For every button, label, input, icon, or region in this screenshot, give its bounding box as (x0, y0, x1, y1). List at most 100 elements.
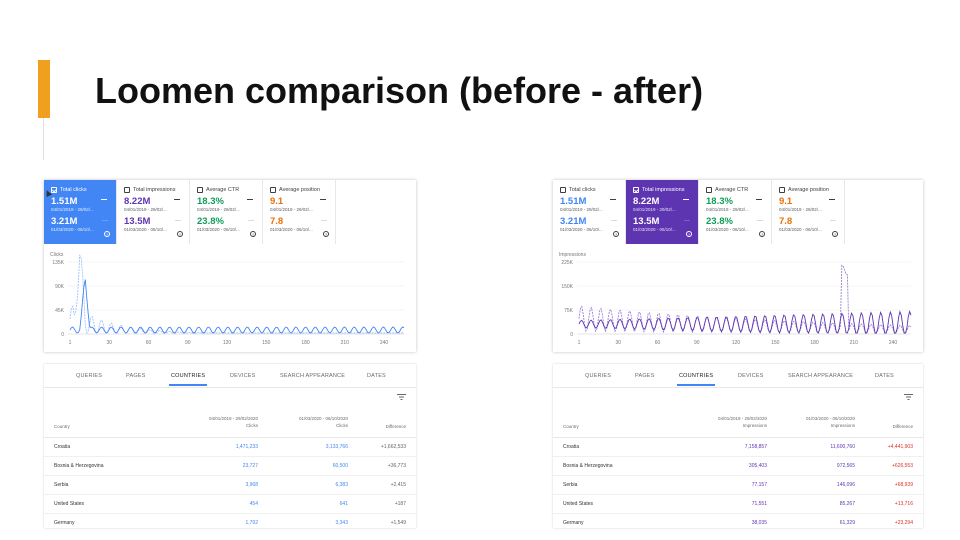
checkbox-icon[interactable] (706, 187, 712, 193)
tab-devices[interactable]: DEVICES (738, 373, 764, 379)
tab-pages[interactable]: PAGES (126, 373, 146, 379)
col-period-2-metric[interactable]: Impressions (830, 423, 855, 428)
cell-country: Croatia (563, 444, 580, 450)
cell-country: Germany (54, 520, 75, 526)
tab-search-appearance[interactable]: SEARCH APPEARANCE (788, 373, 854, 379)
table-row[interactable]: Croatia 1,471,233 3,133,766 +1,662,533 (44, 438, 416, 457)
table-row[interactable]: United States 71,551 85,267 +13,716 (553, 495, 923, 514)
card-average-ctr[interactable]: Average CTR 18.3% 04/01/2019 - 29/02/...… (190, 180, 263, 244)
x-tick-label: 120 (223, 340, 232, 346)
tab-pages[interactable]: PAGES (635, 373, 655, 379)
card-label: Average CTR (206, 187, 240, 193)
cell-country: Bosnia & Herzegovina (54, 463, 104, 469)
tab-search-appearance[interactable]: SEARCH APPEARANCE (280, 373, 346, 379)
table-row[interactable]: Serbia 3,968 6,383 +2,415 (44, 476, 416, 495)
filter-icon[interactable] (904, 394, 913, 400)
tab-dates[interactable]: DATES (367, 373, 386, 379)
report-tabs: QUERIES PAGES COUNTRIES DEVICES SEARCH A… (553, 364, 923, 388)
clicks-chart: Clicks 135K 90K 45K 0 1 30 60 90 120 150 180 21… (50, 252, 405, 346)
checkbox-icon[interactable] (779, 187, 785, 193)
card-date-2: 01/03/2020 - 06/10/... (560, 227, 603, 232)
card-value: 8.22M (124, 196, 151, 207)
table-row[interactable]: Croatia 7,158,857 11,600,760 +4,441,903 (553, 438, 923, 457)
checkbox-icon[interactable] (560, 187, 566, 193)
tab-countries[interactable]: COUNTRIES (676, 373, 716, 386)
x-tick-label: 30 (106, 340, 112, 346)
card-average-position[interactable]: Average position 9.1 04/01/2019 - 29/02/… (263, 180, 336, 244)
dash-icon (320, 199, 326, 200)
dash-icon (174, 199, 180, 200)
col-period-1-dates[interactable]: 04/01/2019 - 29/02/2020 (717, 416, 767, 421)
cell-period-1: 1,471,233 (235, 444, 258, 450)
col-period-2-metric[interactable]: Clicks (336, 423, 348, 428)
col-period-2-dates[interactable]: 01/03/2020 - 06/10/2020 (805, 416, 855, 421)
card-value: 18.3% (706, 196, 733, 207)
card-total-impressions[interactable]: Total impressions 8.22M 04/01/2019 - 29/… (626, 180, 699, 244)
card-value-2: 23.8% (197, 216, 224, 227)
dash-icon (247, 199, 253, 200)
table-row[interactable]: Bosnia & Herzegovina 23,727 60,500 +36,7… (44, 457, 416, 476)
col-country[interactable]: Country (54, 424, 70, 429)
filter-icon[interactable] (397, 394, 406, 400)
tab-queries[interactable]: QUERIES (76, 373, 103, 379)
checkbox-icon[interactable] (124, 187, 130, 193)
x-tick-label: 180 (810, 340, 819, 346)
help-icon[interactable]: ? (177, 231, 183, 237)
chart-y-label: Clicks (50, 252, 64, 258)
table-row[interactable]: Bosnia & Herzegovina 305,403 972,565 +62… (553, 457, 923, 476)
help-icon[interactable]: ? (613, 231, 619, 237)
card-date: 04/01/2019 - 29/02/... (124, 207, 167, 212)
metric-cards: Total clicks 1.51M 04/01/2019 - 29/02/..… (44, 180, 336, 244)
card-date: 04/01/2019 - 29/02/... (270, 207, 313, 212)
dash-icon (610, 199, 616, 200)
tab-devices[interactable]: DEVICES (230, 373, 256, 379)
metric-cards: Total clicks 1.51M 04/01/2019 - 29/02/..… (553, 180, 845, 244)
x-tick-label: 150 (262, 340, 271, 346)
col-period-1-metric[interactable]: Clicks (246, 423, 258, 428)
col-period-2-dates[interactable]: 01/03/2020 - 06/10/2020 (298, 416, 348, 421)
card-total-impressions[interactable]: Total impressions 8.22M 04/01/2019 - 29/… (117, 180, 190, 244)
y-tick-label: 45K (55, 308, 65, 314)
checkbox-icon[interactable] (197, 187, 203, 193)
cell-country: United States (563, 501, 594, 507)
col-difference[interactable]: Difference (385, 424, 406, 429)
card-label: Average position (788, 187, 829, 193)
card-total-clicks[interactable]: Total clicks 1.51M 04/01/2019 - 29/02/..… (553, 180, 626, 244)
table-row[interactable]: Germany 1,792 3,343 +1,549 (44, 514, 416, 528)
card-average-position[interactable]: Average position 9.1 04/01/2019 - 29/02/… (772, 180, 845, 244)
card-value-2: 3.21M (560, 216, 587, 227)
tab-queries[interactable]: QUERIES (585, 373, 612, 379)
col-country[interactable]: Country (563, 424, 579, 429)
card-date: 04/01/2019 - 29/02/... (197, 207, 240, 212)
col-period-1-dates[interactable]: 04/01/2019 - 29/02/2020 (208, 416, 258, 421)
help-icon[interactable]: ? (759, 231, 765, 237)
cell-difference: +23,294 (894, 520, 913, 526)
help-icon[interactable]: ? (250, 231, 256, 237)
checkbox-icon[interactable] (51, 187, 57, 193)
help-icon[interactable]: ? (686, 231, 692, 237)
x-tick-label: 210 (341, 340, 350, 346)
card-average-ctr[interactable]: Average CTR 18.3% 04/01/2019 - 29/02/...… (699, 180, 772, 244)
col-period-1-metric[interactable]: Impressions (742, 423, 767, 428)
card-total-clicks[interactable]: Total clicks 1.51M 04/01/2019 - 29/02/..… (44, 180, 117, 244)
card-date: 04/01/2019 - 29/02/... (51, 207, 94, 212)
table-row[interactable]: United States 454 641 +187 (44, 495, 416, 514)
table-row[interactable]: Germany 38,035 61,329 +23,294 (553, 514, 923, 528)
help-icon[interactable]: ? (104, 231, 110, 237)
help-icon[interactable]: ? (832, 231, 838, 237)
cell-period-1: 1,792 (245, 520, 258, 526)
card-value-2: 7.8 (779, 216, 793, 227)
cell-difference: +626,553 (892, 463, 913, 469)
tab-dates[interactable]: DATES (875, 373, 894, 379)
checkbox-icon[interactable] (270, 187, 276, 193)
table-row[interactable]: Serbia 77,157 146,096 +68,939 (553, 476, 923, 495)
x-tick-label: 30 (615, 340, 621, 346)
checkbox-icon[interactable] (633, 187, 639, 193)
slide-title: Loomen comparison (before - after) (95, 70, 704, 111)
x-tick-label: 120 (732, 340, 741, 346)
help-icon[interactable]: ? (323, 231, 329, 237)
tab-countries[interactable]: COUNTRIES (168, 373, 208, 386)
x-tick-label: 240 (380, 340, 389, 346)
col-difference[interactable]: Difference (892, 424, 913, 429)
